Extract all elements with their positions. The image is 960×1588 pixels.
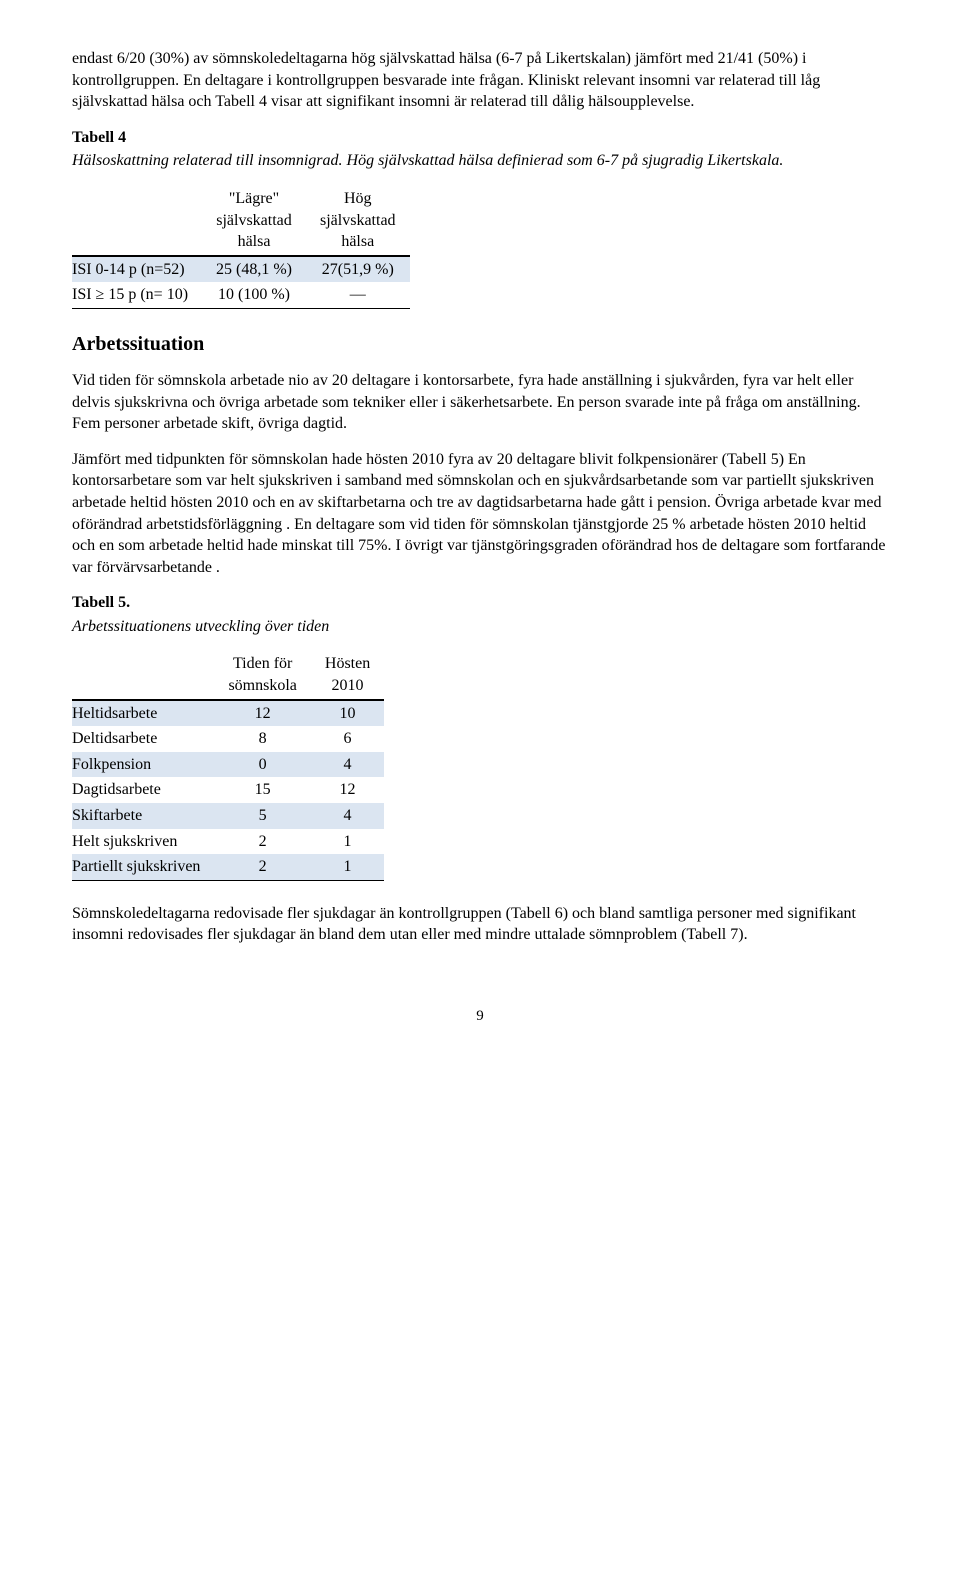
tabell5-row0-label: Heltidsarbete xyxy=(72,700,214,727)
tabell5-row0-c1: 12 xyxy=(214,700,310,727)
table-row: Folkpension 0 4 xyxy=(72,752,384,778)
tabell5-header-empty xyxy=(72,651,214,699)
tabell5-row3-c1: 15 xyxy=(214,777,310,803)
arbetssituation-heading: Arbetssituation xyxy=(72,331,888,358)
tabell4-caption: Hälsoskattning relaterad till insomnigra… xyxy=(72,150,888,172)
tabell5-col1-header: Tiden för sömnskola xyxy=(214,651,310,699)
tabell5-row6-label: Partiellt sjukskriven xyxy=(72,854,214,880)
tabell5-col2-header: Hösten 2010 xyxy=(311,651,384,699)
tabell5-caption: Arbetssituationens utveckling över tiden xyxy=(72,616,888,638)
tabell4-header-row: "Lägre" självskattad hälsa Hög självskat… xyxy=(72,186,410,256)
tabell5-row1-c1: 8 xyxy=(214,726,310,752)
tabell5-row4-label: Skiftarbete xyxy=(72,803,214,829)
tabell5-title: Tabell 5. xyxy=(72,594,130,611)
tabell5-row1-c2: 6 xyxy=(311,726,384,752)
arbetssituation-para-1: Vid tiden för sömnskola arbetade nio av … xyxy=(72,370,888,435)
tabell4-title: Tabell 4 xyxy=(72,129,126,146)
tabell5-row6-c1: 2 xyxy=(214,854,310,880)
tabell5-row4-c2: 4 xyxy=(311,803,384,829)
closing-paragraph: Sömnskoledeltagarna redovisade fler sjuk… xyxy=(72,903,888,946)
arbetssituation-para-2: Jämfört med tidpunkten för sömnskolan ha… xyxy=(72,449,888,579)
tabell5-row5-c2: 1 xyxy=(311,829,384,855)
table-row: Dagtidsarbete 15 12 xyxy=(72,777,384,803)
table-row: Partiellt sjukskriven 2 1 xyxy=(72,854,384,880)
table-row: Skiftarbete 5 4 xyxy=(72,803,384,829)
tabell5-row4-c1: 5 xyxy=(214,803,310,829)
tabell4-header-empty xyxy=(72,186,202,256)
tabell5-row1-label: Deltidsarbete xyxy=(72,726,214,752)
tabell5-row2-label: Folkpension xyxy=(72,752,214,778)
tabell5-row0-c2: 10 xyxy=(311,700,384,727)
tabell4-col1-header: "Lägre" självskattad hälsa xyxy=(202,186,306,256)
tabell4-row0-c1: 25 (48,1 %) xyxy=(202,256,306,283)
tabell5-row5-c1: 2 xyxy=(214,829,310,855)
tabell4-row0-label: ISI 0-14 p (n=52) xyxy=(72,256,202,283)
tabell5-row2-c2: 4 xyxy=(311,752,384,778)
tabell4-row0-c2: 27(51,9 %) xyxy=(306,256,410,283)
intro-paragraph: endast 6/20 (30%) av sömnskoledeltagarna… xyxy=(72,48,888,113)
page-number: 9 xyxy=(72,1006,888,1026)
tabell5-row3-label: Dagtidsarbete xyxy=(72,777,214,803)
tabell4: "Lägre" självskattad hälsa Hög självskat… xyxy=(72,186,410,309)
table-row: ISI ≥ 15 p (n= 10) 10 (100 %) — xyxy=(72,282,410,308)
tabell4-row1-label: ISI ≥ 15 p (n= 10) xyxy=(72,282,202,308)
tabell4-col2-header: Hög självskattad hälsa xyxy=(306,186,410,256)
tabell5-row6-c2: 1 xyxy=(311,854,384,880)
tabell5-header-row: Tiden för sömnskola Hösten 2010 xyxy=(72,651,384,699)
table-row: ISI 0-14 p (n=52) 25 (48,1 %) 27(51,9 %) xyxy=(72,256,410,283)
table-row: Deltidsarbete 8 6 xyxy=(72,726,384,752)
table-row: Helt sjukskriven 2 1 xyxy=(72,829,384,855)
tabell5-row5-label: Helt sjukskriven xyxy=(72,829,214,855)
tabell4-row1-c2: — xyxy=(306,282,410,308)
tabell4-row1-c1: 10 (100 %) xyxy=(202,282,306,308)
tabell5: Tiden för sömnskola Hösten 2010 Heltidsa… xyxy=(72,651,384,880)
tabell5-row3-c2: 12 xyxy=(311,777,384,803)
table-row: Heltidsarbete 12 10 xyxy=(72,700,384,727)
tabell5-row2-c1: 0 xyxy=(214,752,310,778)
